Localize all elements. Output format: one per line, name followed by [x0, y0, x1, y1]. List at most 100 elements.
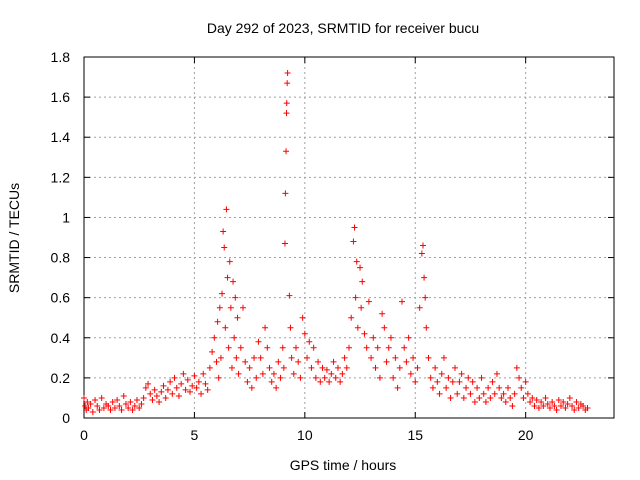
y-tick-label: 0	[62, 410, 70, 426]
x-tick-label: 20	[518, 427, 534, 443]
data-point	[500, 390, 507, 397]
data-point	[182, 386, 189, 393]
data-point	[372, 364, 379, 371]
data-point	[306, 338, 313, 345]
data-point	[438, 370, 445, 377]
data-point	[493, 370, 500, 377]
data-point	[427, 374, 434, 381]
data-point	[228, 364, 235, 371]
data-point	[273, 384, 280, 391]
data-point	[288, 354, 295, 361]
data-point	[358, 304, 365, 311]
data-point	[230, 278, 237, 285]
data-point	[98, 394, 105, 401]
data-point	[418, 250, 425, 257]
data-point	[480, 390, 487, 397]
data-point	[489, 378, 496, 385]
data-point	[546, 404, 553, 411]
data-point	[522, 378, 529, 385]
data-point	[312, 374, 319, 381]
data-point	[549, 398, 556, 405]
data-point	[202, 380, 209, 387]
data-point	[555, 396, 562, 403]
data-point	[474, 384, 481, 391]
data-point	[162, 394, 169, 401]
data-point	[518, 384, 525, 391]
data-point	[262, 324, 269, 331]
data-point	[452, 364, 458, 371]
data-point	[529, 394, 536, 401]
data-point	[92, 396, 99, 403]
data-point	[385, 344, 392, 351]
data-point	[399, 298, 405, 305]
data-point	[513, 364, 520, 371]
data-point	[558, 402, 564, 409]
data-point	[341, 354, 348, 361]
data-point	[198, 390, 205, 397]
data-point	[553, 406, 560, 413]
data-point	[280, 364, 287, 371]
data-point	[284, 80, 291, 87]
data-point	[125, 404, 132, 411]
data-point	[315, 358, 322, 365]
data-point	[471, 398, 478, 405]
data-point	[449, 378, 456, 385]
data-point	[216, 304, 223, 311]
data-point	[423, 324, 430, 331]
chart-title: Day 292 of 2023, SRMTID for receiver buc…	[207, 20, 479, 36]
data-point	[456, 378, 463, 385]
data-marks	[81, 70, 591, 415]
data-point	[279, 344, 286, 351]
data-point	[507, 394, 514, 401]
data-point	[257, 354, 264, 361]
data-point	[326, 378, 333, 385]
data-point	[365, 298, 372, 305]
data-point	[328, 370, 335, 377]
data-point	[463, 384, 470, 391]
data-point	[270, 370, 277, 377]
x-tick-label: 10	[297, 427, 313, 443]
data-point	[134, 396, 140, 403]
data-point	[407, 370, 414, 377]
data-point	[164, 386, 171, 393]
data-point	[160, 382, 167, 389]
data-point	[231, 334, 238, 341]
data-point	[357, 264, 364, 271]
data-point	[204, 386, 211, 393]
data-point	[147, 390, 154, 397]
data-point	[220, 228, 227, 235]
data-point	[396, 364, 403, 371]
data-point	[383, 358, 390, 365]
y-tick-label: 1.2	[51, 169, 71, 185]
data-point	[390, 374, 397, 381]
data-point	[277, 374, 284, 381]
data-point	[297, 374, 304, 381]
data-point	[509, 402, 516, 409]
data-point	[222, 324, 229, 331]
y-tick-label: 0.6	[51, 290, 71, 306]
data-point	[363, 344, 370, 351]
data-point	[195, 378, 202, 385]
data-point	[191, 372, 198, 379]
data-point	[169, 390, 176, 397]
data-point	[120, 392, 127, 399]
data-point	[187, 388, 193, 395]
data-point	[487, 394, 494, 401]
data-point	[96, 406, 103, 413]
data-point	[293, 344, 299, 351]
data-point	[255, 338, 262, 345]
grid	[84, 57, 614, 418]
data-point	[350, 238, 357, 245]
data-point	[496, 384, 503, 391]
data-point	[334, 364, 341, 371]
data-point	[538, 398, 545, 405]
data-point	[527, 398, 534, 405]
data-point	[224, 274, 231, 281]
data-point	[217, 354, 224, 361]
data-point	[178, 380, 185, 387]
data-point	[419, 242, 426, 249]
data-point	[295, 358, 302, 365]
data-point	[246, 364, 253, 371]
data-point	[571, 406, 578, 413]
data-point	[432, 364, 439, 371]
